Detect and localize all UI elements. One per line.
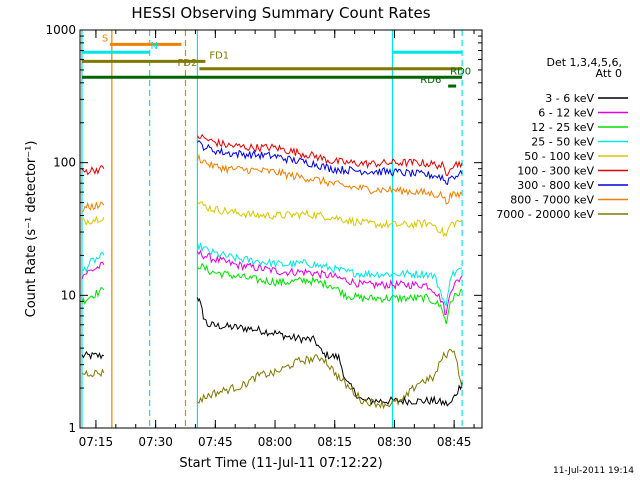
series-line-0-seg-0 (81, 350, 105, 361)
legend-title-line-0: Det 1,3,4,5,6, (546, 56, 622, 69)
series-line-1-seg-0 (81, 261, 105, 280)
y-tick-label-3: 1000 (45, 23, 76, 37)
x-tick-label-2: 07:45 (198, 435, 233, 449)
series-line-3-seg-0 (81, 251, 105, 273)
state-label-4: FD2 (178, 58, 198, 69)
series-line-7-seg-0 (81, 201, 105, 212)
mode-change-lines (81, 30, 463, 428)
y-axis: 1 10 100 1000 (45, 23, 482, 435)
date-stamp: 11-Jul-2011 19:14 (553, 466, 634, 476)
series-line-4-seg-0 (81, 215, 105, 227)
plot-area: S N FD1 FD2 RD0 RD6 (81, 30, 471, 428)
state-label-6: RD6 (420, 75, 441, 86)
legend: Det 1,3,4,5,6,Att 03 - 6 keV 6 - 12 keV12… (496, 56, 628, 221)
series-line-5-seg-1 (196, 133, 463, 177)
state-label-0: S (102, 33, 108, 44)
y-axis-label: Count Rate (s⁻¹ detector⁻¹) (24, 141, 39, 318)
legend-label-2: 12 - 25 keV (531, 121, 594, 134)
state-label-3: FD1 (209, 50, 229, 61)
x-tick-label-5: 08:30 (377, 435, 412, 449)
series-line-1-seg-1 (196, 249, 463, 316)
x-axis: 07:15 07:30 07:45 08:00 08:15 08:30 08:45 (79, 30, 475, 449)
series-lines (81, 133, 463, 410)
state-label-1: N (150, 41, 157, 52)
x-tick-label-1: 07:30 (138, 435, 173, 449)
plot-frame (79, 29, 483, 429)
y-tick-label-1: 10 (61, 288, 76, 302)
x-tick-label-0: 07:15 (79, 435, 114, 449)
legend-label-1: 6 - 12 keV (538, 107, 594, 120)
legend-label-5: 100 - 300 keV (517, 165, 594, 178)
series-line-8-seg-1 (197, 348, 463, 410)
legend-label-7: 800 - 7000 keV (510, 194, 594, 207)
legend-label-4: 50 - 100 keV (524, 150, 594, 163)
x-tick-label-4: 08:15 (317, 435, 352, 449)
series-line-4-seg-1 (197, 201, 463, 238)
legend-label-3: 25 - 50 keV (531, 136, 594, 149)
y-tick-label-2: 100 (53, 156, 76, 170)
series-line-6-seg-0 (197, 139, 463, 186)
series-line-8-seg-0 (81, 368, 105, 378)
series-line-5-seg-0 (81, 165, 105, 176)
x-axis-label: Start Time (11-Jul-11 07:12:22) (179, 456, 382, 471)
legend-label-8: 7000 - 20000 keV (496, 208, 594, 221)
legend-label-0: 3 - 6 keV (545, 92, 594, 105)
state-label-5: RD0 (450, 66, 471, 77)
chart-title: HESSI Observing Summary Count Rates (131, 4, 430, 22)
series-line-2-seg-1 (197, 262, 463, 325)
attenuator-state-bars: S N FD1 FD2 RD0 RD6 (81, 33, 471, 88)
series-line-0-seg-1 (196, 297, 463, 407)
series-line-2-seg-0 (81, 287, 105, 305)
x-tick-label-3: 08:00 (258, 435, 293, 449)
legend-title-line-1: Att 0 (596, 67, 622, 80)
legend-label-6: 300 - 800 keV (517, 179, 594, 192)
y-tick-label-0: 1 (68, 421, 76, 435)
x-tick-label-6: 08:45 (437, 435, 472, 449)
series-line-3-seg-1 (196, 241, 463, 307)
series-line-7-seg-1 (196, 153, 463, 205)
